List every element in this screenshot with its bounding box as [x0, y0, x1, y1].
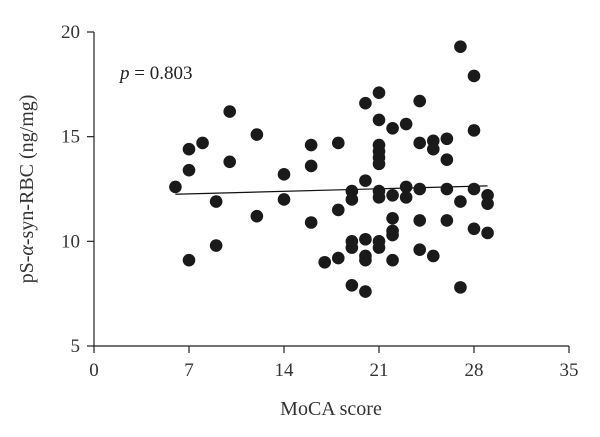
data-point: [440, 153, 454, 166]
data-point: [277, 193, 291, 206]
data-point: [440, 214, 454, 227]
data-point: [467, 69, 481, 83]
x-tick-label: 21: [370, 360, 389, 381]
data-point: [223, 105, 237, 118]
data-point: [182, 142, 196, 156]
x-tick-label: 35: [560, 360, 579, 381]
data-point: [209, 195, 223, 208]
data-point: [304, 216, 318, 229]
data-point: [250, 209, 264, 223]
data-point: [304, 159, 318, 173]
p-value-annotation: p = 0.803: [118, 63, 192, 84]
data-point: [372, 191, 386, 204]
data-point: [399, 117, 413, 131]
data-point: [277, 168, 291, 181]
data-point: [386, 121, 399, 135]
data-point: [467, 124, 481, 137]
data-point: [413, 182, 427, 196]
y-tick-label: 20: [61, 22, 80, 43]
data-point: [467, 222, 481, 236]
data-point: [467, 182, 481, 196]
data-point: [372, 113, 386, 127]
data-point: [223, 155, 237, 169]
data-point: [318, 255, 332, 269]
p-symbol: p: [118, 63, 130, 84]
x-tick-label: 14: [275, 360, 295, 381]
y-axis-title-prefix: pS-: [16, 256, 38, 284]
data-point: [413, 243, 427, 257]
data-point: [426, 249, 440, 263]
y-tick-label: 10: [61, 231, 80, 252]
y-axis-title-suffix: -syn-RBC (ng/mg): [16, 95, 38, 246]
data-point: [196, 136, 209, 150]
data-point: [440, 182, 454, 196]
data-point: [413, 94, 427, 108]
data-point: [426, 142, 440, 156]
data-point: [169, 180, 182, 194]
data-point: [182, 253, 196, 267]
y-tick-label: 15: [61, 127, 80, 148]
data-point: [331, 203, 345, 217]
data-point: [345, 241, 359, 254]
data-point: [372, 86, 386, 100]
data-point: [481, 197, 494, 210]
data-point: [413, 214, 427, 227]
data-point: [399, 180, 413, 194]
ticks: 0 7 14 21 28 35 5 10 15 20: [61, 22, 579, 381]
p-value-text: = 0.803: [130, 63, 193, 84]
data-point: [454, 40, 467, 53]
data-point: [481, 226, 494, 240]
data-point: [372, 157, 386, 171]
data-point: [250, 128, 264, 141]
axes: [93, 32, 569, 347]
data-point: [440, 132, 454, 146]
data-point: [304, 138, 318, 152]
data-point: [345, 193, 359, 206]
data-point: [359, 96, 372, 110]
data-point: [331, 251, 345, 265]
data-point: [413, 136, 427, 150]
data-point: [386, 212, 399, 225]
x-axis-title: MoCA score: [280, 398, 382, 420]
data-point: [359, 174, 372, 187]
data-point: [182, 163, 196, 177]
data-point: [399, 191, 413, 204]
x-tick-label: 7: [184, 360, 194, 381]
data-point: [359, 285, 372, 298]
x-tick-label: 0: [89, 360, 99, 381]
data-point: [209, 239, 223, 252]
data-points: [169, 40, 494, 298]
data-point: [331, 136, 345, 150]
data-point: [454, 281, 467, 294]
y-axis-title: pS-α-syn-RBC (ng/mg): [16, 95, 38, 284]
data-point: [359, 253, 372, 267]
data-point: [386, 188, 399, 202]
y-tick-label: 5: [71, 336, 81, 357]
trend-line: [175, 185, 488, 195]
data-point: [386, 228, 399, 242]
data-point: [359, 232, 372, 246]
data-point: [454, 195, 467, 208]
data-point: [345, 278, 359, 292]
data-point: [386, 253, 399, 267]
data-point: [372, 241, 386, 254]
x-tick-label: 28: [465, 360, 484, 381]
y-axis-title-alpha: α: [16, 245, 38, 256]
